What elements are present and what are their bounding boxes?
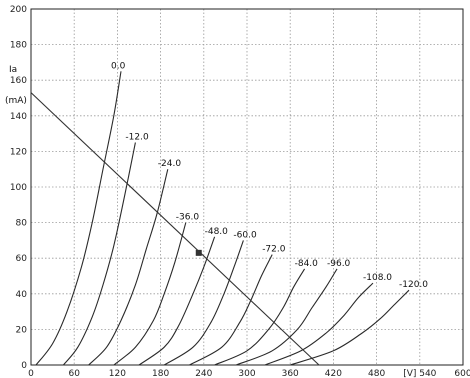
curve-label: -12.0 bbox=[125, 133, 149, 143]
y-tick-label: 180 bbox=[10, 41, 27, 51]
curve-label: -96.0 bbox=[327, 259, 351, 269]
curve-label: -120.0 bbox=[399, 280, 428, 290]
x-tick-labels: 0 60 120 180 240 300 360 420 480 [V] 540 600 bbox=[28, 369, 470, 378]
grid-bias-curve bbox=[214, 268, 306, 366]
curve-label: -36.0 bbox=[176, 213, 200, 223]
curve-label: -48.0 bbox=[205, 227, 229, 237]
grid-bias-curve bbox=[138, 236, 216, 366]
load-line-group bbox=[30, 92, 320, 366]
x-tick-label: 180 bbox=[152, 369, 169, 378]
curve-label: -24.0 bbox=[158, 159, 182, 169]
y-tick-label: 80 bbox=[16, 219, 28, 229]
x-tick-label: 600 bbox=[454, 369, 470, 378]
y-tick-label: 40 bbox=[16, 290, 28, 300]
load-line bbox=[30, 92, 320, 366]
x-tick-label: [V] 540 bbox=[403, 369, 436, 378]
x-tick-label: 240 bbox=[195, 369, 212, 378]
grid-bias-curve bbox=[88, 169, 169, 366]
grid-bias-curve bbox=[62, 142, 136, 366]
grid-bias-curve bbox=[35, 71, 122, 366]
operating-point-marker bbox=[195, 249, 202, 256]
curve-label: -84.0 bbox=[295, 259, 319, 269]
x-tick-label: 60 bbox=[68, 369, 80, 378]
y-tick-label: 120 bbox=[10, 147, 27, 157]
x-tick-label: 120 bbox=[109, 369, 126, 378]
y-tick-label: 160 bbox=[10, 76, 27, 86]
grid-bias-curve bbox=[189, 254, 273, 366]
x-tick-label: 0 bbox=[28, 369, 34, 378]
y-tick-label: 20 bbox=[16, 325, 28, 335]
curve-label: -72.0 bbox=[262, 245, 286, 255]
x-tick-label: 360 bbox=[282, 369, 299, 378]
curve-labels: 0.0 -12.0 -24.0 -36.0 -48.0 -60.0 -72.0 -84.0 -9… bbox=[111, 61, 428, 290]
x-tick-label: 420 bbox=[325, 369, 342, 378]
grid-bias-curve bbox=[290, 289, 410, 366]
x-tick-label: 480 bbox=[368, 369, 385, 378]
y-tick-labels: 0 20 40 60 80 100 120 140 160 180 200 bbox=[10, 5, 27, 371]
curve-label: -60.0 bbox=[233, 230, 257, 240]
plot-frame bbox=[30, 8, 464, 366]
y-axis-label: Ia bbox=[9, 65, 17, 75]
curves bbox=[35, 71, 410, 366]
grid-bias-curve bbox=[264, 282, 374, 366]
grid-bias-curve bbox=[235, 268, 338, 366]
curve-label: 0.0 bbox=[111, 61, 126, 71]
x-tick-label: 300 bbox=[238, 369, 255, 378]
curve-label: -108.0 bbox=[363, 273, 392, 283]
y-tick-label: 0 bbox=[21, 361, 27, 371]
y-tick-label: 200 bbox=[10, 5, 27, 15]
y-tick-label: 60 bbox=[16, 254, 28, 264]
y-tick-label: 100 bbox=[10, 183, 27, 193]
grid-bias-curve bbox=[113, 222, 187, 366]
grid bbox=[31, 9, 463, 365]
y-tick-label: 140 bbox=[10, 112, 27, 122]
grid-bias-curve bbox=[163, 240, 244, 366]
y-axis-unit: (mA) bbox=[5, 96, 27, 106]
